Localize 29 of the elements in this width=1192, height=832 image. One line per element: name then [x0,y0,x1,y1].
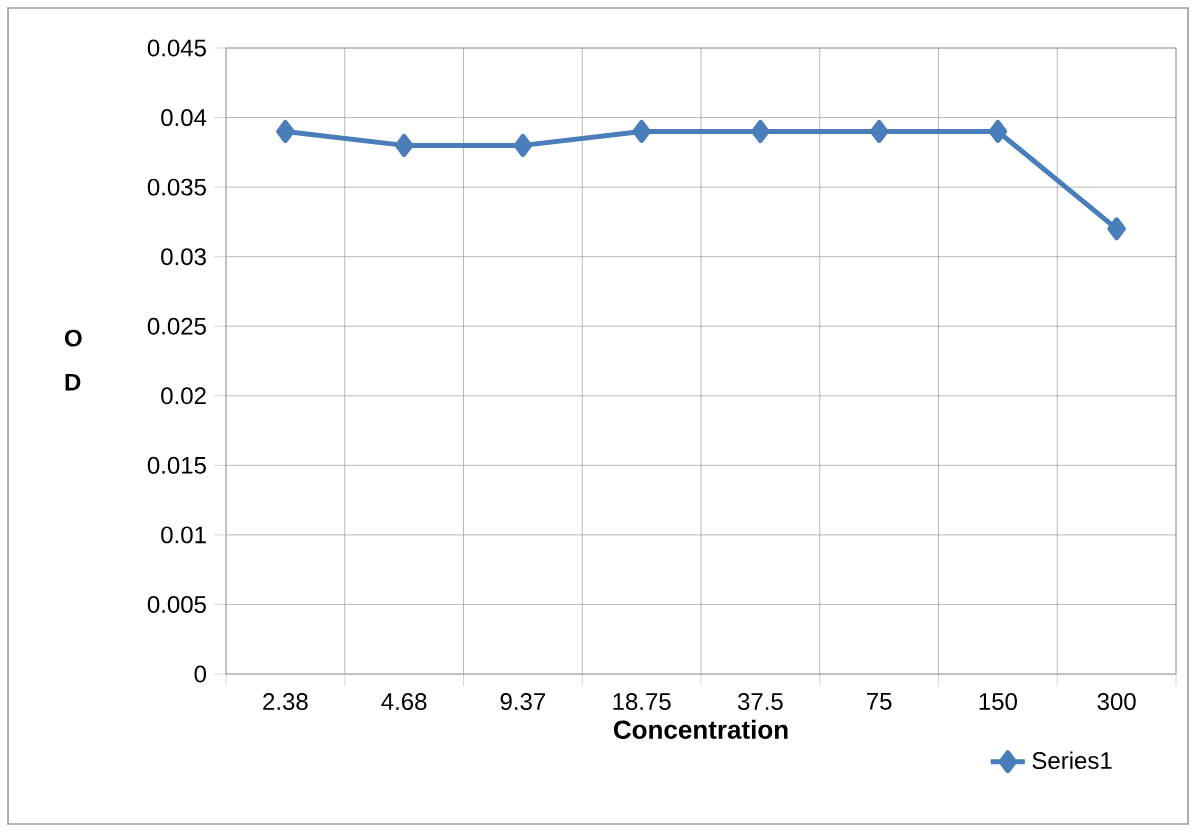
point [988,119,1008,143]
point [513,133,533,157]
x-tick-label: 18.75 [613,693,671,711]
point [869,119,889,143]
y-tick-label: 0.035 [147,178,206,196]
x-tick-label: 4.68 [381,693,427,711]
point [394,133,414,157]
x-tick-label: 300 [1097,693,1136,711]
y-tick-label: 0.025 [147,317,206,335]
point [632,119,651,143]
point [751,119,770,143]
y-tick-label: 0.02 [161,387,206,405]
point [1107,217,1126,241]
x-tick-label: 2.38 [263,693,308,711]
x-tick-label: 75 [867,693,892,710]
point [276,119,295,143]
legend-label: Series1 [1032,751,1112,770]
y-tick-label: 0 [194,665,207,683]
x-tick-label: 9.37 [500,693,546,711]
x-tick-label: 150 [979,693,1017,711]
y-tick-label: 0.015 [147,456,206,474]
y-axis-title: O D [64,329,82,391]
x-axis-title: Concentration [613,719,788,739]
y-tick-label: 0.005 [147,595,206,613]
y-tick-label: 0.03 [161,248,206,266]
y-tick-label: 0.01 [161,526,206,544]
y-tick-label: 0.04 [161,109,207,127]
y-tick-label: 0.045 [147,39,206,57]
x-tick-label: 37.5 [737,693,783,711]
